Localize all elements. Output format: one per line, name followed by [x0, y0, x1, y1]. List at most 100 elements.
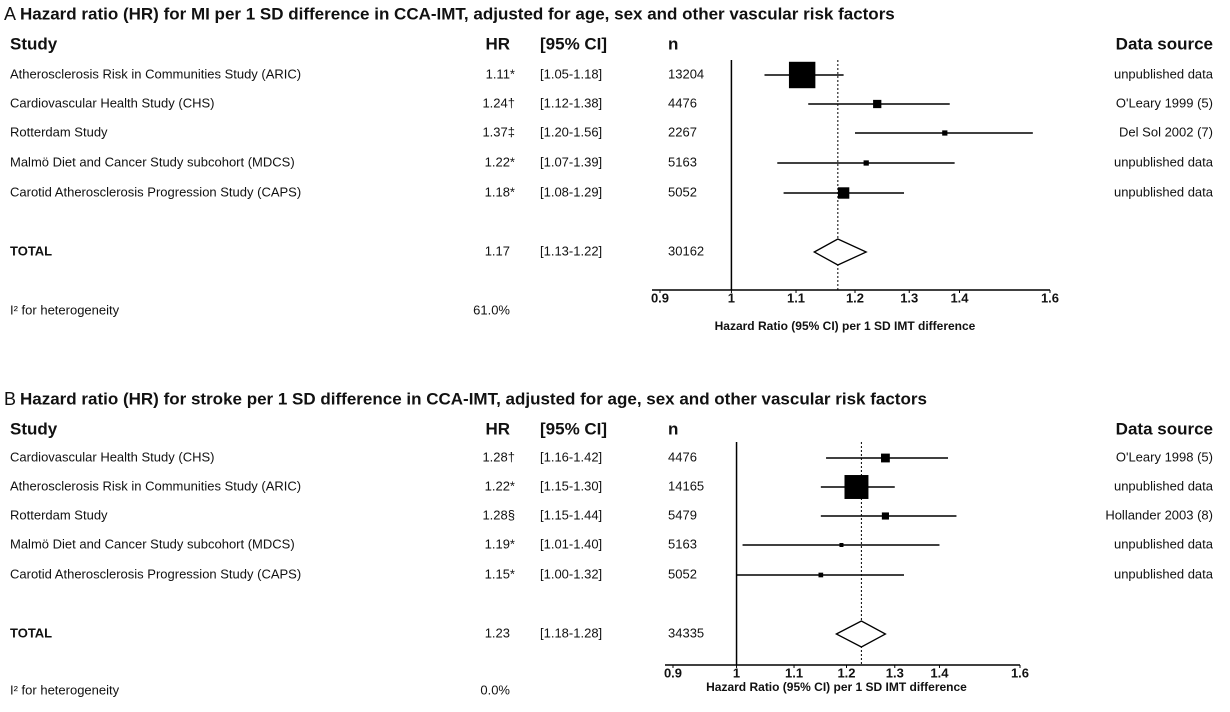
study-name: Rotterdam Study: [10, 507, 108, 522]
ci-label: [1.20-1.56]: [540, 124, 602, 139]
hr-square: [837, 187, 850, 199]
study-name: Cardiovascular Health Study (CHS): [10, 95, 214, 110]
x-tick-label: 1.6: [1041, 290, 1059, 305]
x-tick-label: 0.9: [651, 290, 669, 305]
header-hr: HR: [485, 34, 510, 53]
pooled-diamond: [812, 238, 868, 266]
n-label: 4476: [668, 449, 697, 464]
study-name: Cardiovascular Health Study (CHS): [10, 449, 214, 464]
source-label: unpublished data: [1114, 566, 1214, 581]
pooled-diamond: [834, 620, 887, 648]
header-hr: HR: [485, 419, 510, 438]
heterogeneity-label: I² for heterogeneity: [10, 302, 120, 317]
hr-label: 1.37‡: [482, 124, 515, 139]
source-label: O'Leary 1998 (5): [1116, 449, 1213, 464]
header-source: Data source: [1116, 34, 1213, 53]
hr-square: [881, 512, 889, 520]
ci-label: [1.12-1.38]: [540, 95, 602, 110]
source-label: unpublished data: [1114, 66, 1214, 81]
total-n: 34335: [668, 625, 704, 640]
x-tick-label: 0.9: [664, 665, 682, 680]
ci-label: [1.08-1.29]: [540, 184, 602, 199]
hr-square: [942, 130, 948, 136]
total-label: TOTAL: [10, 625, 52, 640]
n-label: 14165: [668, 478, 704, 493]
ci-label: [1.05-1.18]: [540, 66, 602, 81]
panel-title: Hazard ratio (HR) for MI per 1 SD differ…: [20, 4, 895, 23]
heterogeneity-value: 0.0%: [480, 682, 510, 697]
x-axis-label: Hazard Ratio (95% CI) per 1 SD IMT diffe…: [715, 319, 976, 333]
n-label: 2267: [668, 124, 697, 139]
source-label: unpublished data: [1114, 184, 1214, 199]
hr-label: 1.18*: [485, 184, 515, 199]
n-label: 5052: [668, 566, 697, 581]
header-study: Study: [10, 419, 58, 438]
n-label: 5163: [668, 154, 697, 169]
total-n: 30162: [668, 243, 704, 258]
hr-label: 1.22*: [485, 154, 515, 169]
panel-letter: A: [4, 4, 16, 24]
x-tick-label: 1.6: [1011, 665, 1029, 680]
x-tick-label: 1.3: [886, 665, 904, 680]
x-tick-label: 1.4: [950, 290, 969, 305]
ci-label: [1.15-1.30]: [540, 478, 602, 493]
x-tick-label: 1: [728, 290, 735, 305]
heterogeneity-value: 61.0%: [473, 302, 510, 317]
n-label: 5052: [668, 184, 697, 199]
x-tick-label: 1.2: [846, 290, 864, 305]
hr-square: [788, 61, 816, 89]
ci-label: [1.16-1.42]: [540, 449, 602, 464]
study-name: Atherosclerosis Risk in Communities Stud…: [10, 66, 301, 81]
study-name: Carotid Atherosclerosis Progression Stud…: [10, 184, 301, 199]
header-study: Study: [10, 34, 58, 53]
hr-label: 1.28§: [482, 507, 515, 522]
study-name: Malmö Diet and Cancer Study subcohort (M…: [10, 536, 295, 551]
total-ci: [1.18-1.28]: [540, 625, 602, 640]
source-label: unpublished data: [1114, 536, 1214, 551]
header-n: n: [668, 419, 678, 438]
panel-letter: B: [4, 389, 16, 409]
x-tick-label: 1.3: [900, 290, 918, 305]
source-label: Del Sol 2002 (7): [1119, 124, 1213, 139]
hr-square: [873, 99, 882, 109]
x-tick-label: 1.1: [785, 665, 803, 680]
x-tick-label: 1.2: [837, 665, 855, 680]
x-tick-label: 1.1: [787, 290, 805, 305]
hr-label: 1.15*: [485, 566, 515, 581]
ci-label: [1.15-1.44]: [540, 507, 602, 522]
study-name: Rotterdam Study: [10, 124, 108, 139]
study-name: Malmö Diet and Cancer Study subcohort (M…: [10, 154, 295, 169]
ci-label: [1.00-1.32]: [540, 566, 602, 581]
total-hr: 1.23: [485, 625, 510, 640]
header-ci: [95% CI]: [540, 419, 607, 438]
n-label: 5163: [668, 536, 697, 551]
source-label: O'Leary 1999 (5): [1116, 95, 1213, 110]
hr-label: 1.19*: [485, 536, 515, 551]
hr-square: [839, 543, 844, 547]
source-label: Hollander 2003 (8): [1105, 507, 1213, 522]
heterogeneity-label: I² for heterogeneity: [10, 682, 120, 697]
hr-square: [844, 475, 869, 499]
header-source: Data source: [1116, 419, 1213, 438]
study-name: Atherosclerosis Risk in Communities Stud…: [10, 478, 301, 493]
x-tick-label: 1: [733, 665, 740, 680]
study-name: Carotid Atherosclerosis Progression Stud…: [10, 566, 301, 581]
header-ci: [95% CI]: [540, 34, 607, 53]
hr-label: 1.22*: [485, 478, 515, 493]
hr-square: [863, 160, 869, 166]
n-label: 4476: [668, 95, 697, 110]
total-ci: [1.13-1.22]: [540, 243, 602, 258]
n-label: 5479: [668, 507, 697, 522]
panel-title: Hazard ratio (HR) for stroke per 1 SD di…: [20, 389, 927, 408]
x-axis-label: Hazard Ratio (95% CI) per 1 SD IMT diffe…: [706, 680, 967, 694]
total-hr: 1.17: [485, 243, 510, 258]
total-label: TOTAL: [10, 243, 52, 258]
ci-label: [1.07-1.39]: [540, 154, 602, 169]
hr-square: [818, 572, 824, 578]
hr-label: 1.24†: [482, 95, 515, 110]
header-n: n: [668, 34, 678, 53]
x-tick-label: 1.4: [930, 665, 949, 680]
hr-label: 1.11*: [486, 66, 515, 81]
hr-square: [881, 453, 890, 463]
